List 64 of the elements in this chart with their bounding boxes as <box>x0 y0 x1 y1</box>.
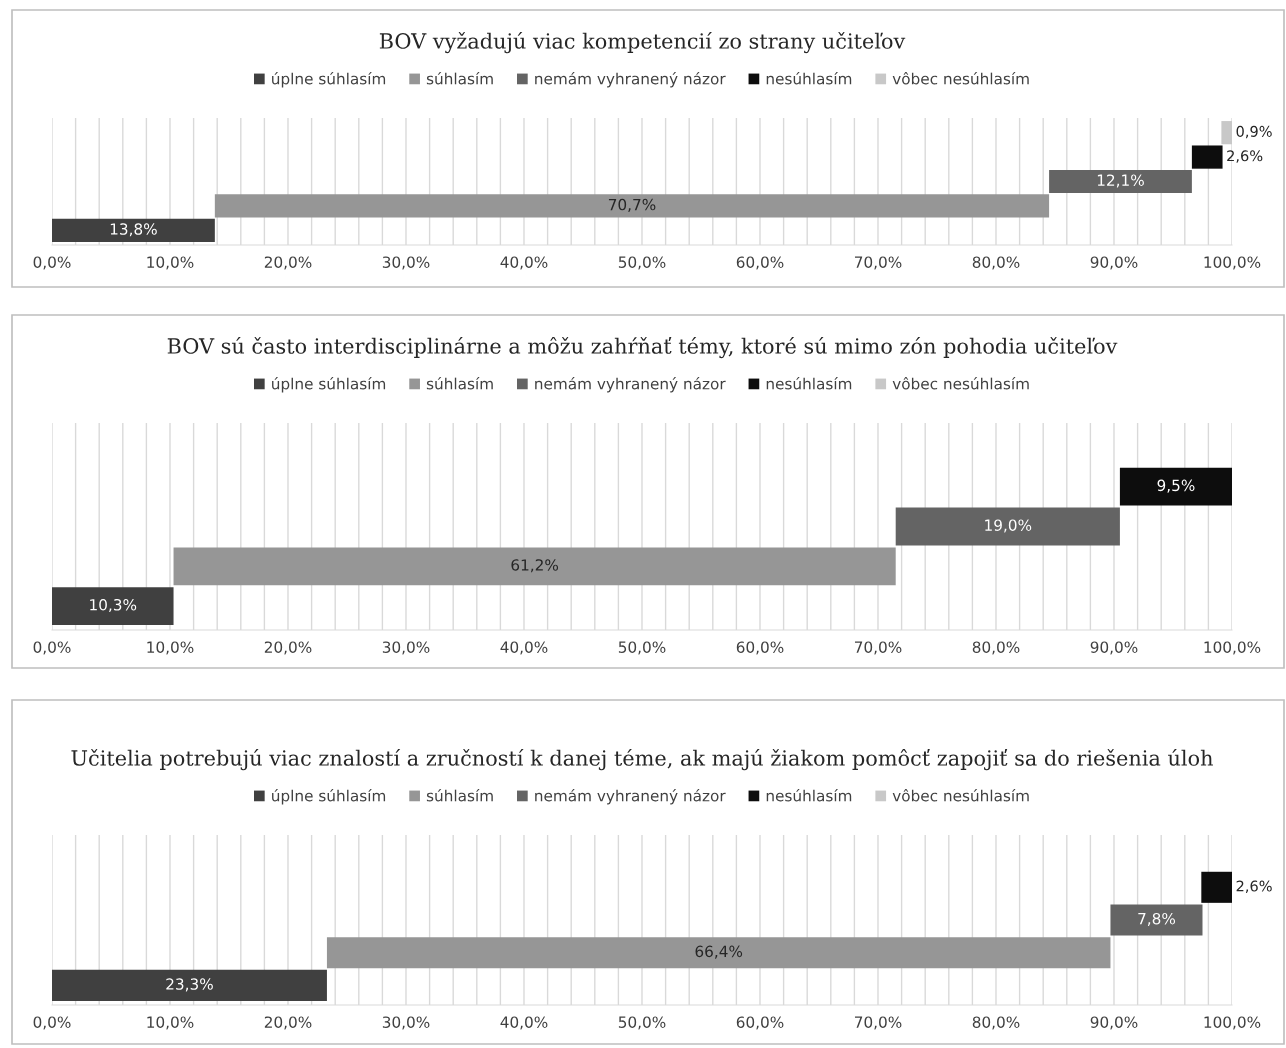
data-label: 70,7% <box>608 198 656 212</box>
data-label: 10,3% <box>90 598 137 613</box>
legend-label: nesúhlasím <box>766 72 852 85</box>
data-label: 7,8% <box>1138 912 1176 926</box>
x-tick-label: 50,0% <box>618 256 666 270</box>
x-tick-label: 0,0% <box>33 256 71 270</box>
legend-label: nemám vyhranený názor <box>535 377 726 393</box>
x-tick-label: 90,0% <box>1090 256 1138 270</box>
x-tick-label: 0,0% <box>33 641 71 655</box>
x-tick-label: 80,0% <box>972 641 1020 655</box>
data-label: 0,9% <box>1236 125 1272 139</box>
x-tick-label: 60,0% <box>736 256 784 270</box>
x-tick-label: 70,0% <box>854 1016 902 1030</box>
data-label: 66,4% <box>695 945 743 959</box>
x-tick-label: 40,0% <box>500 1016 548 1030</box>
legend-label: súhlasím <box>426 377 493 390</box>
x-tick-label: 20,0% <box>264 641 312 655</box>
x-tick-label: 60,0% <box>736 641 784 655</box>
data-label: 12,1% <box>1097 174 1144 188</box>
legend-label: úplne súhlasím <box>272 377 386 393</box>
data-label: 2,6% <box>1236 880 1272 894</box>
x-tick-label: 50,0% <box>618 1016 666 1030</box>
legend-label: nesúhlasím <box>766 789 852 802</box>
x-tick-label: 30,0% <box>382 641 430 655</box>
x-tick-label: 50,0% <box>618 641 666 655</box>
x-tick-label: 20,0% <box>264 1016 312 1030</box>
legend-label: nemám vyhranený názor <box>535 789 726 805</box>
x-tick-label: 10,0% <box>147 1016 194 1030</box>
x-tick-label: 100,0% <box>1204 641 1261 655</box>
legend-label: vôbec nesúhlasím <box>892 377 1029 390</box>
legend-label: nesúhlasím <box>766 377 852 390</box>
x-tick-label: 10,0% <box>147 256 194 270</box>
data-label: 23,3% <box>166 978 213 992</box>
legend-label: súhlasím <box>426 789 493 802</box>
x-tick-label: 80,0% <box>972 1016 1020 1030</box>
legend-label: vôbec nesúhlasím <box>892 789 1029 802</box>
x-tick-label: 70,0% <box>854 641 902 655</box>
legend-label: nemám vyhranený názor <box>535 72 726 88</box>
x-tick-label: 30,0% <box>382 1016 430 1030</box>
x-tick-label: 100,0% <box>1204 256 1261 270</box>
x-tick-label: 60,0% <box>736 1016 784 1030</box>
x-tick-label: 100,0% <box>1204 1016 1261 1030</box>
data-label: 2,6% <box>1227 150 1263 163</box>
x-tick-label: 90,0% <box>1090 641 1138 655</box>
chart-title: BOV vyžadujú viac kompetencií zo strany učiteľov <box>379 31 906 54</box>
legend-label: súhlasím <box>426 72 493 85</box>
chart-title: Učitelia potrebujú viac znalostí a zručností k danej téme, ak majú žiakom pomôcť zapojiť sa do riešenia úloh <box>71 748 1213 771</box>
x-tick-label: 40,0% <box>500 256 548 270</box>
x-tick-label: 80,0% <box>972 256 1020 270</box>
data-label: 9,5% <box>1157 479 1195 493</box>
data-label: 13,8% <box>110 223 157 237</box>
x-tick-label: 20,0% <box>264 256 312 270</box>
x-tick-label: 90,0% <box>1090 1016 1138 1030</box>
legend-label: úplne súhlasím <box>272 72 386 88</box>
x-tick-label: 30,0% <box>382 256 430 270</box>
chart-title: BOV sú často interdisciplinárne a môžu zahŕňať témy, ktoré sú mimo zón pohodia učiteľov <box>167 336 1118 359</box>
x-tick-label: 40,0% <box>500 641 548 655</box>
x-tick-label: 0,0% <box>33 1016 71 1030</box>
x-tick-label: 10,0% <box>147 641 194 655</box>
data-label: 19,0% <box>985 519 1032 533</box>
legend-label: vôbec nesúhlasím <box>892 72 1029 85</box>
x-tick-label: 70,0% <box>854 256 902 270</box>
data-label: 61,2% <box>511 559 559 573</box>
legend-label: úplne súhlasím <box>272 789 386 805</box>
